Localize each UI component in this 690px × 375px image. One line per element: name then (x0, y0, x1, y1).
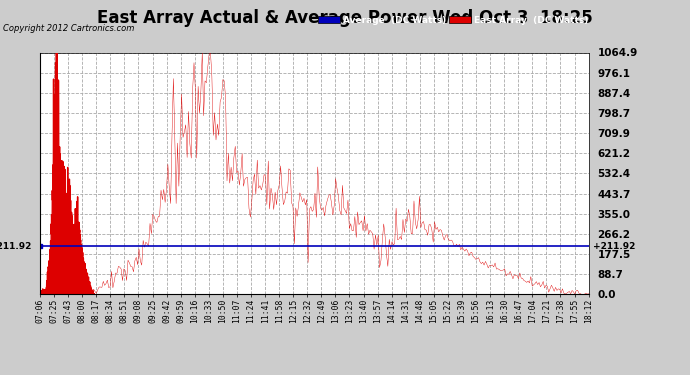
Text: East Array Actual & Average Power Wed Oct 3  18:25: East Array Actual & Average Power Wed Oc… (97, 9, 593, 27)
Text: +211.92: +211.92 (593, 242, 635, 251)
Text: +211.92: +211.92 (0, 242, 32, 251)
Legend: Average  (DC Watts), East Array  (DC Watts): Average (DC Watts), East Array (DC Watts… (316, 14, 590, 27)
Text: Copyright 2012 Cartronics.com: Copyright 2012 Cartronics.com (3, 24, 135, 33)
